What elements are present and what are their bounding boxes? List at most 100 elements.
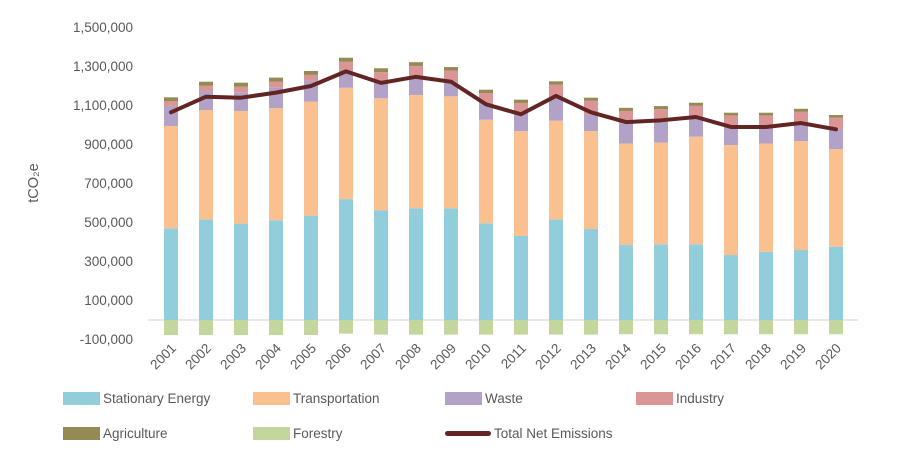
bar-segment-forestry-2017 bbox=[724, 320, 738, 335]
bar-segment-industry-2008 bbox=[409, 65, 423, 76]
bar-segment-forestry-2014 bbox=[619, 320, 633, 335]
bar-segment-agriculture-2010 bbox=[479, 89, 493, 94]
x-axis-label-2014: 2014 bbox=[602, 340, 634, 372]
x-axis-label-2004: 2004 bbox=[252, 340, 284, 372]
bar-segment-waste-2012 bbox=[549, 96, 563, 121]
bar-segment-waste-2019 bbox=[794, 123, 808, 141]
bar-segment-stationary-energy-2013 bbox=[584, 228, 598, 320]
bar-segment-waste-2011 bbox=[514, 112, 528, 132]
bar-segment-forestry-2003 bbox=[234, 320, 248, 336]
bar-segment-agriculture-2015 bbox=[654, 106, 668, 110]
y-axis-tick-label: 300,000 bbox=[84, 254, 133, 269]
bar-segment-transportation-2001 bbox=[164, 125, 178, 229]
bar-segment-stationary-energy-2009 bbox=[444, 208, 458, 320]
legend-label: Total Net Emissions bbox=[494, 425, 613, 441]
bar-segment-stationary-energy-2019 bbox=[794, 249, 808, 320]
bar-segment-industry-2005 bbox=[304, 74, 318, 81]
bar-segment-forestry-2019 bbox=[794, 320, 808, 335]
bar-segment-stationary-energy-2002 bbox=[199, 219, 213, 320]
bar-segment-transportation-2018 bbox=[759, 143, 773, 252]
bar-segment-waste-2008 bbox=[409, 75, 423, 95]
bar-segment-transportation-2019 bbox=[794, 140, 808, 250]
y-axis-title: tCO₂e bbox=[26, 163, 42, 202]
bar-segment-stationary-energy-2006 bbox=[339, 199, 353, 320]
industry-swatch bbox=[636, 391, 673, 405]
bar-segment-industry-2019 bbox=[794, 111, 808, 124]
bar-segment-agriculture-2016 bbox=[689, 102, 703, 106]
bar-segment-industry-2016 bbox=[689, 105, 703, 119]
bar-segment-agriculture-2003 bbox=[234, 82, 248, 87]
bar-segment-stationary-energy-2008 bbox=[409, 208, 423, 320]
bar-segment-industry-2002 bbox=[199, 85, 213, 92]
y-axis-tick-label: 100,000 bbox=[84, 293, 133, 308]
bar-segment-agriculture-2013 bbox=[584, 97, 598, 101]
bar-segment-transportation-2003 bbox=[234, 110, 248, 224]
bar-segment-transportation-2009 bbox=[444, 96, 458, 209]
bar-segment-stationary-energy-2007 bbox=[374, 210, 388, 320]
bar-segment-stationary-energy-2005 bbox=[304, 215, 318, 320]
legend-label: Waste bbox=[485, 390, 523, 406]
bar-segment-transportation-2006 bbox=[339, 87, 353, 200]
bar-segment-transportation-2004 bbox=[269, 108, 283, 221]
legend-item-agriculture: Agriculture bbox=[63, 425, 168, 441]
stationary-energy-swatch bbox=[63, 391, 100, 405]
bar-segment-industry-2001 bbox=[164, 101, 178, 106]
bar-segment-agriculture-2006 bbox=[339, 57, 353, 62]
bar-segment-agriculture-2008 bbox=[409, 62, 423, 66]
bar-segment-stationary-energy-2012 bbox=[549, 219, 563, 320]
bar-segment-forestry-2006 bbox=[339, 320, 353, 334]
bar-segment-industry-2010 bbox=[479, 93, 493, 103]
bar-segment-agriculture-2004 bbox=[269, 77, 283, 82]
bar-segment-forestry-2010 bbox=[479, 320, 493, 335]
y-axis-tick-label: 700,000 bbox=[84, 176, 133, 191]
bar-segment-forestry-2005 bbox=[304, 320, 318, 336]
legend-item-total-net-emissions: Total Net Emissions bbox=[445, 425, 613, 441]
x-axis-label-2019: 2019 bbox=[777, 341, 809, 373]
bar-segment-stationary-energy-2017 bbox=[724, 255, 738, 320]
x-axis-label-2005: 2005 bbox=[287, 341, 319, 373]
bar-segment-transportation-2017 bbox=[724, 145, 738, 256]
bar-segment-agriculture-2011 bbox=[514, 99, 528, 103]
y-axis-tick-label: 1,500,000 bbox=[73, 20, 133, 35]
y-axis-tick-label: 900,000 bbox=[84, 137, 133, 152]
legend-label: Industry bbox=[676, 390, 725, 406]
bar-segment-industry-2011 bbox=[514, 102, 528, 113]
bar-segment-industry-2006 bbox=[339, 61, 353, 71]
bar-segment-industry-2009 bbox=[444, 70, 458, 82]
x-axis-label-2012: 2012 bbox=[532, 341, 564, 373]
bar-segment-transportation-2002 bbox=[199, 109, 213, 220]
bar-segment-industry-2017 bbox=[724, 115, 738, 127]
legend-item-stationary-energy: Stationary Energy bbox=[63, 390, 210, 406]
x-axis-label-2017: 2017 bbox=[707, 341, 739, 373]
bar-segment-forestry-2007 bbox=[374, 320, 388, 335]
bar-segment-waste-2018 bbox=[759, 125, 773, 144]
bar-segment-agriculture-2017 bbox=[724, 112, 738, 116]
x-axis-label-2010: 2010 bbox=[462, 341, 494, 373]
bar-segment-forestry-2008 bbox=[409, 320, 423, 335]
bar-segment-transportation-2020 bbox=[829, 148, 843, 247]
bar-segment-waste-2013 bbox=[584, 114, 598, 132]
bar-segment-stationary-energy-2003 bbox=[234, 223, 248, 320]
x-axis-label-2011: 2011 bbox=[498, 341, 529, 372]
chart-plot-area: 1,500,000 1,300,000 1,100,000 900,000 700,00… bbox=[26, 20, 858, 373]
legend-label: Transportation bbox=[293, 390, 380, 406]
total-net-emissions-line-swatch bbox=[445, 430, 491, 436]
bar-segment-forestry-2020 bbox=[829, 320, 843, 335]
bar-segment-agriculture-2014 bbox=[619, 107, 633, 111]
bar-segment-forestry-2013 bbox=[584, 320, 598, 335]
agriculture-swatch bbox=[63, 426, 100, 440]
bar-segment-transportation-2015 bbox=[654, 142, 668, 245]
bar-segment-agriculture-2020 bbox=[829, 115, 843, 118]
bar-segment-agriculture-2019 bbox=[794, 108, 808, 112]
bar-segment-stationary-energy-2014 bbox=[619, 244, 633, 320]
bar-segment-stationary-energy-2004 bbox=[269, 220, 283, 320]
bar-segment-waste-2020 bbox=[829, 129, 843, 149]
bar-segment-forestry-2004 bbox=[269, 320, 283, 336]
y-axis-tick-label: 1,300,000 bbox=[73, 59, 133, 74]
bar-segment-industry-2007 bbox=[374, 72, 388, 81]
bar-segment-industry-2020 bbox=[829, 117, 843, 130]
bar-segment-agriculture-2012 bbox=[549, 81, 563, 85]
bar-segment-transportation-2007 bbox=[374, 98, 388, 211]
x-axis-label-2001: 2001 bbox=[147, 341, 179, 373]
x-axis-label-2008: 2008 bbox=[392, 341, 424, 373]
